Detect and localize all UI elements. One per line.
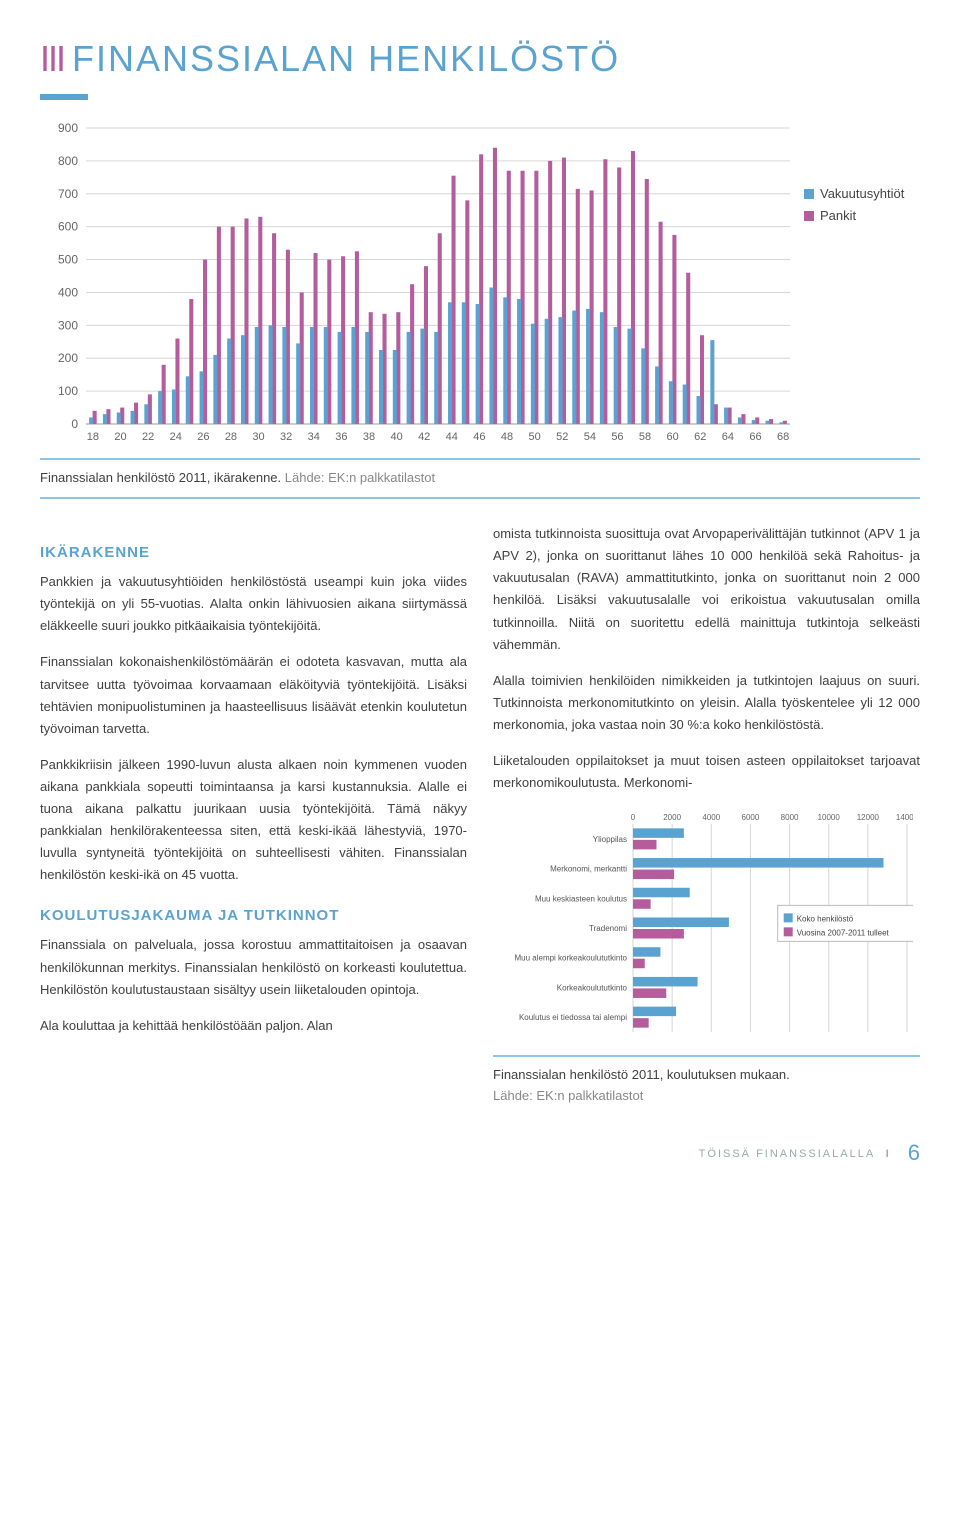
svg-text:900: 900 (58, 121, 78, 135)
svg-text:12000: 12000 (857, 813, 880, 822)
svg-text:26: 26 (197, 431, 209, 443)
svg-text:34: 34 (308, 431, 320, 443)
chart1-caption: Finanssialan henkilöstö 2011, ikärakenne… (40, 458, 920, 499)
svg-text:46: 46 (473, 431, 485, 443)
ikarakenne-p2: Finanssialan kokonaishenkilöstömäärän ei… (40, 651, 467, 739)
svg-text:24: 24 (170, 431, 182, 443)
svg-text:10000: 10000 (818, 813, 841, 822)
svg-text:Pankit: Pankit (820, 208, 857, 223)
svg-text:Vuosina 2007-2011 tulleet: Vuosina 2007-2011 tulleet (797, 929, 890, 938)
svg-text:52: 52 (556, 431, 568, 443)
svg-text:Muu keskiasteen koulutus: Muu keskiasteen koulutus (535, 895, 627, 904)
chart2-source: Lähde: EK:n palkkatilastot (493, 1086, 920, 1107)
svg-text:54: 54 (584, 431, 596, 443)
svg-text:56: 56 (611, 431, 623, 443)
svg-text:66: 66 (749, 431, 761, 443)
chart1-caption-text: Finanssialan henkilöstö 2011, ikärakenne… (40, 470, 281, 485)
right-column: omista tutkinnoista suosittuja ovat Arvo… (493, 523, 920, 1108)
svg-text:400: 400 (58, 285, 78, 299)
koulutus-p2: Ala kouluttaa ja kehittää henkilöstöään … (40, 1015, 467, 1037)
svg-text:Tradenomi: Tradenomi (589, 924, 627, 933)
svg-text:8000: 8000 (781, 813, 799, 822)
svg-text:50: 50 (529, 431, 541, 443)
svg-text:4000: 4000 (702, 813, 720, 822)
svg-text:22: 22 (142, 431, 154, 443)
ikarakenne-p3: Pankkikriisin jälkeen 1990-luvun alusta … (40, 754, 467, 887)
svg-text:44: 44 (446, 431, 458, 443)
svg-text:32: 32 (280, 431, 292, 443)
svg-text:0: 0 (631, 813, 636, 822)
title-underline (40, 94, 88, 100)
svg-text:68: 68 (777, 431, 789, 443)
education-distribution-chart: 0 2000 4000 6000 8000 10000 12000 14000 Ylioppil… (493, 808, 920, 1045)
koulutus-p1: Finanssiala on palveluala, jossa korostu… (40, 934, 467, 1000)
svg-text:800: 800 (58, 153, 78, 167)
svg-text:Koulutus ei tiedossa tai alemp: Koulutus ei tiedossa tai alempi (519, 1013, 627, 1022)
page-number: 6 (908, 1140, 920, 1165)
svg-text:Ylioppilas: Ylioppilas (593, 835, 627, 844)
chart1-source: Lähde: EK:n palkkatilastot (285, 470, 435, 485)
svg-text:Merkonomi, merkantti: Merkonomi, merkantti (550, 865, 627, 874)
svg-text:Korkeakoulututkinto: Korkeakoulututkinto (557, 984, 628, 993)
footer-text: TÖISSÄ FINANSSIALALLA (699, 1148, 875, 1160)
svg-text:600: 600 (58, 219, 78, 233)
svg-text:Vakuutusyhtiöt: Vakuutusyhtiöt (820, 186, 905, 201)
svg-text:14000: 14000 (896, 813, 913, 822)
svg-text:30: 30 (252, 431, 264, 443)
svg-text:300: 300 (58, 318, 78, 332)
ikarakenne-p1: Pankkien ja vakuutusyhtiöiden henkilöstö… (40, 571, 467, 637)
age-distribution-chart: 0 100 200 300 400 500 600 700 800 900 18 20 22 24 26 28… (40, 118, 920, 455)
svg-text:0: 0 (71, 417, 78, 431)
left-column: IKÄRAKENNE Pankkien ja vakuutusyhtiöiden… (40, 523, 467, 1108)
right-p1: omista tutkinnoista suosittuja ovat Arvo… (493, 523, 920, 656)
text-columns: IKÄRAKENNE Pankkien ja vakuutusyhtiöiden… (40, 523, 920, 1108)
svg-text:48: 48 (501, 431, 513, 443)
svg-text:Muu alempi korkeakoulututkinto: Muu alempi korkeakoulututkinto (514, 954, 627, 963)
title-ornament: III (40, 38, 64, 79)
page-footer: TÖISSÄ FINANSSIALALLA I 6 (40, 1135, 920, 1170)
education-chart-svg: 0 2000 4000 6000 8000 10000 12000 14000 Ylioppil… (493, 808, 913, 1038)
age-chart-svg: 0 100 200 300 400 500 600 700 800 900 18 20 22 24 26 28… (40, 118, 920, 448)
svg-text:28: 28 (225, 431, 237, 443)
right-p2: Alalla toimivien henkilöiden nimikkeiden… (493, 670, 920, 736)
ikarakenne-heading: IKÄRAKENNE (40, 541, 467, 565)
footer-separator: I (886, 1148, 891, 1160)
svg-text:36: 36 (335, 431, 347, 443)
svg-text:62: 62 (694, 431, 706, 443)
svg-text:18: 18 (87, 431, 99, 443)
chart2-caption: Finanssialan henkilöstö 2011, koulutukse… (493, 1055, 920, 1109)
svg-text:Koko henkilöstö: Koko henkilöstö (797, 915, 854, 924)
svg-text:64: 64 (722, 431, 734, 443)
title-text: FINANSSIALAN HENKILÖSTÖ (72, 38, 620, 79)
svg-text:700: 700 (58, 186, 78, 200)
svg-text:200: 200 (58, 351, 78, 365)
svg-text:38: 38 (363, 431, 375, 443)
svg-text:2000: 2000 (663, 813, 681, 822)
svg-text:40: 40 (390, 431, 402, 443)
svg-text:42: 42 (418, 431, 430, 443)
page-title: III FINANSSIALAN HENKILÖSTÖ (40, 30, 920, 88)
svg-text:60: 60 (667, 431, 679, 443)
svg-text:58: 58 (639, 431, 651, 443)
koulutus-heading: KOULUTUSJAKAUMA JA TUTKINNOT (40, 904, 467, 928)
svg-text:500: 500 (58, 252, 78, 266)
svg-text:6000: 6000 (742, 813, 760, 822)
chart2-caption-text: Finanssialan henkilöstö 2011, koulutukse… (493, 1067, 790, 1082)
svg-text:100: 100 (58, 384, 78, 398)
svg-text:20: 20 (114, 431, 126, 443)
right-p3: Liiketalouden oppilaitokset ja muut tois… (493, 750, 920, 794)
